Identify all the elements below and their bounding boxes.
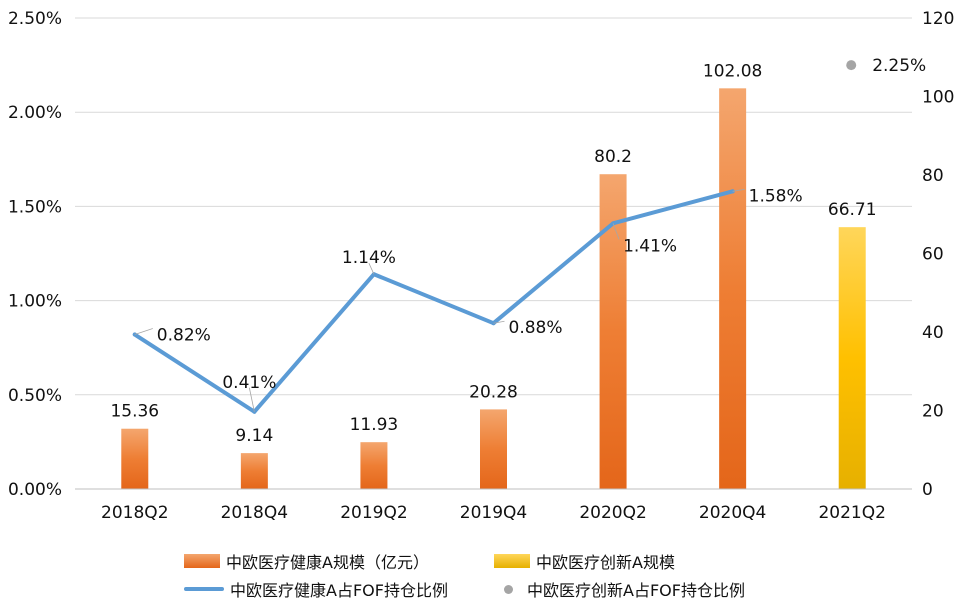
y-left-tick-label: 0.00% — [8, 480, 62, 500]
gridlines — [75, 17, 912, 396]
y-right-tick-label: 20 — [922, 402, 944, 422]
legend-label-dot1: 中欧医疗创新A占FOF持仓比例 — [527, 581, 745, 600]
legend-label-bar1: 中欧医疗健康A规模（亿元） — [226, 553, 429, 572]
legend-label-line1: 中欧医疗健康A占FOF持仓比例 — [230, 581, 448, 600]
bar-value-label: 66.71 — [828, 200, 877, 220]
leader-line — [612, 223, 620, 240]
y-right-tick-label: 40 — [922, 323, 944, 343]
bar-value-label: 102.08 — [703, 61, 762, 81]
legend-swatch-blue-line — [184, 587, 224, 591]
dot-point — [846, 60, 857, 71]
y-left-tick-label: 2.50% — [8, 9, 62, 29]
bar — [838, 227, 866, 489]
legend-item-bar2[interactable]: 中欧医疗创新A规模 — [494, 549, 675, 573]
leader-line — [248, 387, 255, 412]
axes: 0.00% 0.50% 1.00% 1.50% 2.00% 2.50% 0 20 40 60 80 1… — [8, 9, 954, 523]
x-tick-label: 2019Q2 — [340, 503, 407, 523]
legend: 中欧医疗健康A规模（亿元） 中欧医疗创新A规模 中欧医疗健康A占FOF持仓比例 … — [0, 540, 963, 608]
y-right-tick-label: 60 — [922, 245, 944, 265]
bar-value-label: 20.28 — [469, 382, 518, 402]
bar-value-label: 80.2 — [594, 147, 632, 167]
dot-value-label: 2.25% — [872, 56, 926, 76]
bar — [480, 409, 507, 489]
data-labels: 15.36 9.14 11.93 20.28 80.2 102.08 66.71 0.82% 0… — [110, 56, 926, 446]
line-value-label: 1.41% — [623, 236, 677, 256]
combo-chart: 15.369.1411.9320.2880.2102.0866.710.82%0… — [8, 9, 954, 523]
y-right-tick-label: 100 — [922, 88, 954, 108]
y-right-tick-label: 120 — [922, 9, 954, 29]
line-value-label: 1.14% — [342, 248, 396, 268]
legend-label-bar2: 中欧医疗创新A规模 — [536, 553, 675, 572]
line-series — [132, 60, 857, 414]
y-left-tick-label: 2.00% — [8, 103, 62, 123]
bar-value-label: 11.93 — [350, 415, 399, 435]
leader-line — [732, 188, 745, 192]
legend-item-bar1[interactable]: 中欧医疗健康A规模（亿元） — [184, 549, 429, 573]
legend-swatch-orange — [184, 554, 220, 568]
bar — [719, 88, 747, 489]
y-right-tick-label: 0 — [922, 480, 933, 500]
x-tick-label: 2020Q2 — [579, 503, 646, 523]
leader-line — [493, 320, 505, 324]
bar-value-label: 15.36 — [110, 402, 159, 422]
line-value-label: 1.58% — [749, 186, 803, 206]
y-right-tick-label: 80 — [922, 166, 944, 186]
leader-line — [368, 263, 375, 275]
y-left-tick-label: 1.50% — [8, 197, 62, 217]
bar — [599, 174, 627, 489]
legend-item-line1[interactable]: 中欧医疗健康A占FOF持仓比例 — [184, 577, 448, 601]
leader-line — [134, 328, 153, 335]
x-tick-label: 2018Q2 — [101, 503, 168, 523]
x-tick-label: 2021Q2 — [818, 503, 885, 523]
x-tick-label: 2019Q4 — [460, 503, 527, 523]
x-tick-label: 2018Q4 — [221, 503, 288, 523]
y-left-tick-label: 1.00% — [8, 292, 62, 312]
legend-item-dot1[interactable]: 中欧医疗创新A占FOF持仓比例 — [494, 577, 745, 601]
line-value-label: 0.82% — [157, 326, 211, 346]
bar-value-label: 9.14 — [235, 426, 273, 446]
x-tick-label: 2020Q4 — [699, 503, 766, 523]
bars — [121, 88, 866, 489]
legend-swatch-gray-dot — [504, 584, 513, 594]
bar — [240, 453, 268, 489]
line-value-label: 0.88% — [509, 318, 563, 338]
legend-swatch-yellow — [494, 554, 530, 568]
bar — [360, 442, 388, 489]
line-value-label: 0.41% — [222, 373, 276, 393]
bar — [121, 428, 149, 489]
y-left-tick-label: 0.50% — [8, 386, 62, 406]
line-path — [132, 189, 735, 414]
